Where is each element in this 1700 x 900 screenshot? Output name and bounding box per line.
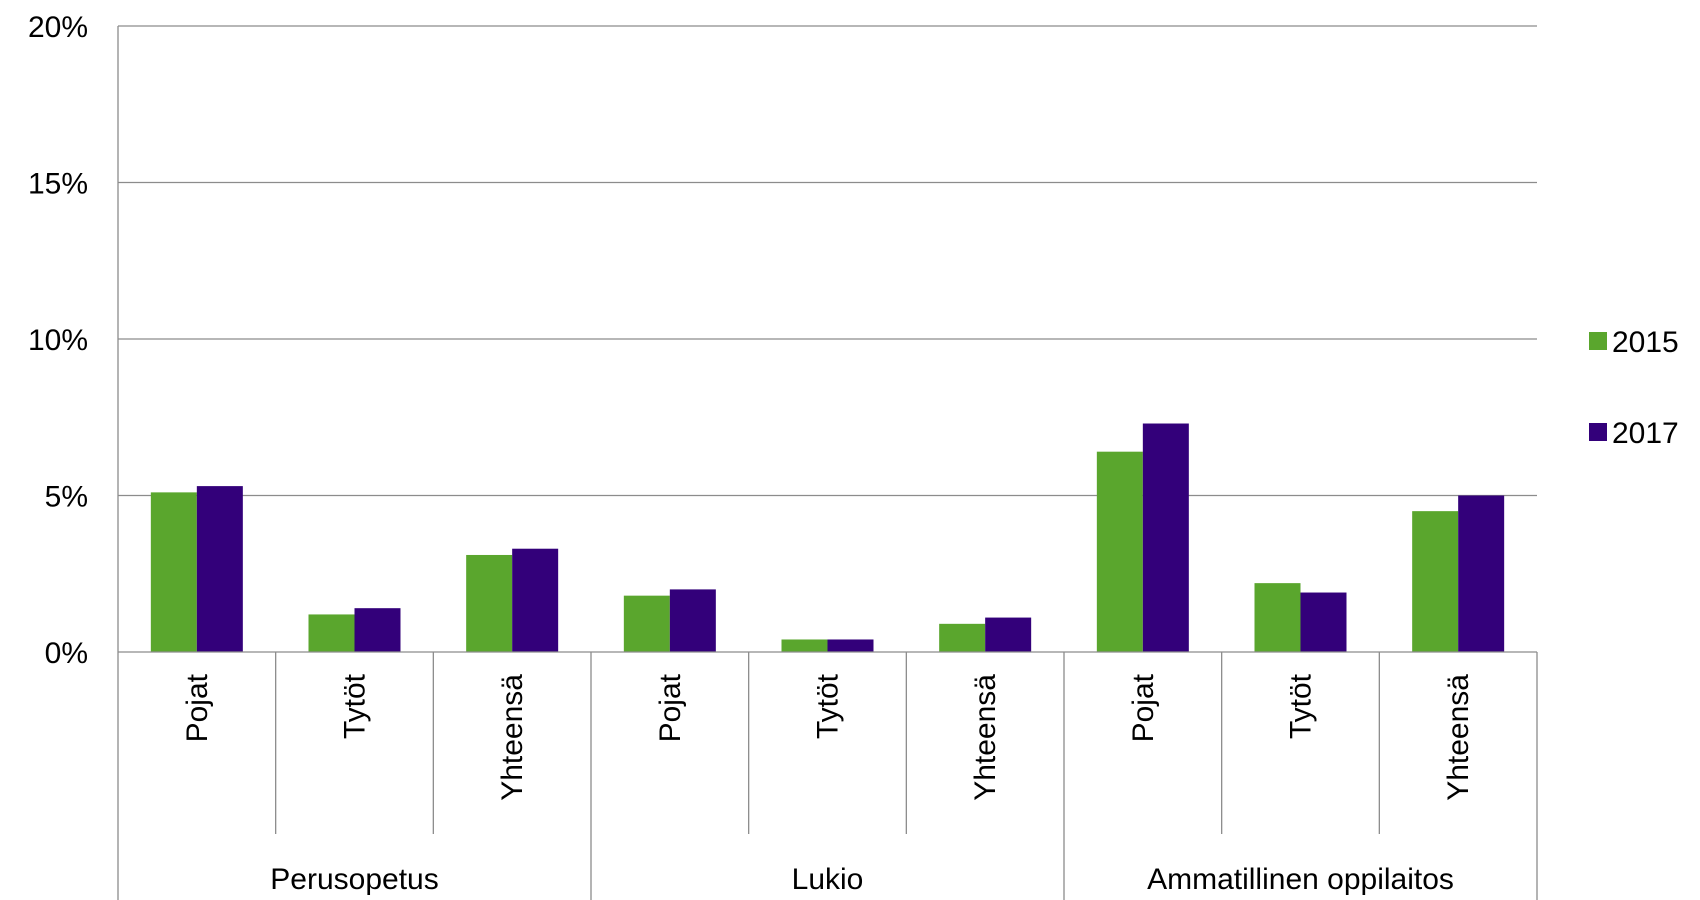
x-axis-groups: Perusopetus Lukio Ammatillinen oppilaitos: [270, 863, 1454, 896]
x-category-label: Pojat: [181, 673, 214, 742]
x-category-label: Tytöt: [812, 673, 845, 739]
bar-2015-pojat: [623, 595, 670, 652]
legend-swatch-2017: [1589, 423, 1607, 441]
x-category-label: Yhteensä: [1442, 674, 1475, 801]
x-group-label: Perusopetus: [270, 863, 438, 896]
bar-2015-tytöt: [781, 639, 828, 652]
legend-label: 2015: [1612, 326, 1679, 359]
bar-2015-yhteensä: [939, 623, 986, 652]
y-tick-label: 15%: [28, 168, 88, 201]
x-category-label: Tytöt: [1285, 673, 1318, 739]
x-category-label: Pojat: [654, 673, 687, 742]
bar-2017-pojat: [196, 486, 243, 652]
y-tick-label: 10%: [28, 324, 88, 357]
x-axis-categories: Pojat Tytöt Yhteensä Pojat Tytöt Yhteensä Poja…: [181, 673, 1475, 800]
bar-2017-pojat: [669, 589, 716, 652]
y-tick-label: 5%: [45, 481, 88, 514]
bar-2015-yhteensä: [1412, 511, 1459, 652]
bars: [150, 423, 1505, 652]
axis-lines: [117, 26, 1538, 900]
bar-2017-yhteensä: [1458, 495, 1505, 652]
bar-2017-yhteensä: [512, 548, 559, 652]
bar-2015-tytöt: [308, 614, 355, 652]
x-category-label: Yhteensä: [969, 674, 1002, 801]
bar-2017-tytöt: [827, 639, 874, 652]
x-group-label: Lukio: [792, 863, 864, 896]
gridlines: [118, 25, 1537, 497]
x-category-label: Yhteensä: [496, 674, 529, 801]
bar-2015-tytöt: [1254, 583, 1301, 652]
bar-2017-tytöt: [354, 608, 401, 652]
legend-swatch-2015: [1589, 332, 1607, 350]
bar-2015-yhteensä: [466, 554, 513, 652]
x-category-label: Pojat: [1127, 673, 1160, 742]
x-group-label: Ammatillinen oppilaitos: [1147, 863, 1454, 896]
y-tick-label: 0%: [45, 637, 88, 670]
legend: 2015 2017: [1589, 326, 1679, 450]
bar-2017-pojat: [1142, 423, 1189, 652]
bar-2017-yhteensä: [985, 617, 1032, 652]
bar-2015-pojat: [150, 492, 197, 652]
y-axis-ticks: 0% 5% 10% 15% 20%: [28, 11, 88, 670]
x-category-label: Tytöt: [339, 673, 372, 739]
bar-2015-pojat: [1096, 451, 1143, 652]
y-tick-label: 20%: [28, 11, 88, 44]
bar-2017-tytöt: [1300, 592, 1347, 652]
legend-label: 2017: [1612, 417, 1679, 450]
